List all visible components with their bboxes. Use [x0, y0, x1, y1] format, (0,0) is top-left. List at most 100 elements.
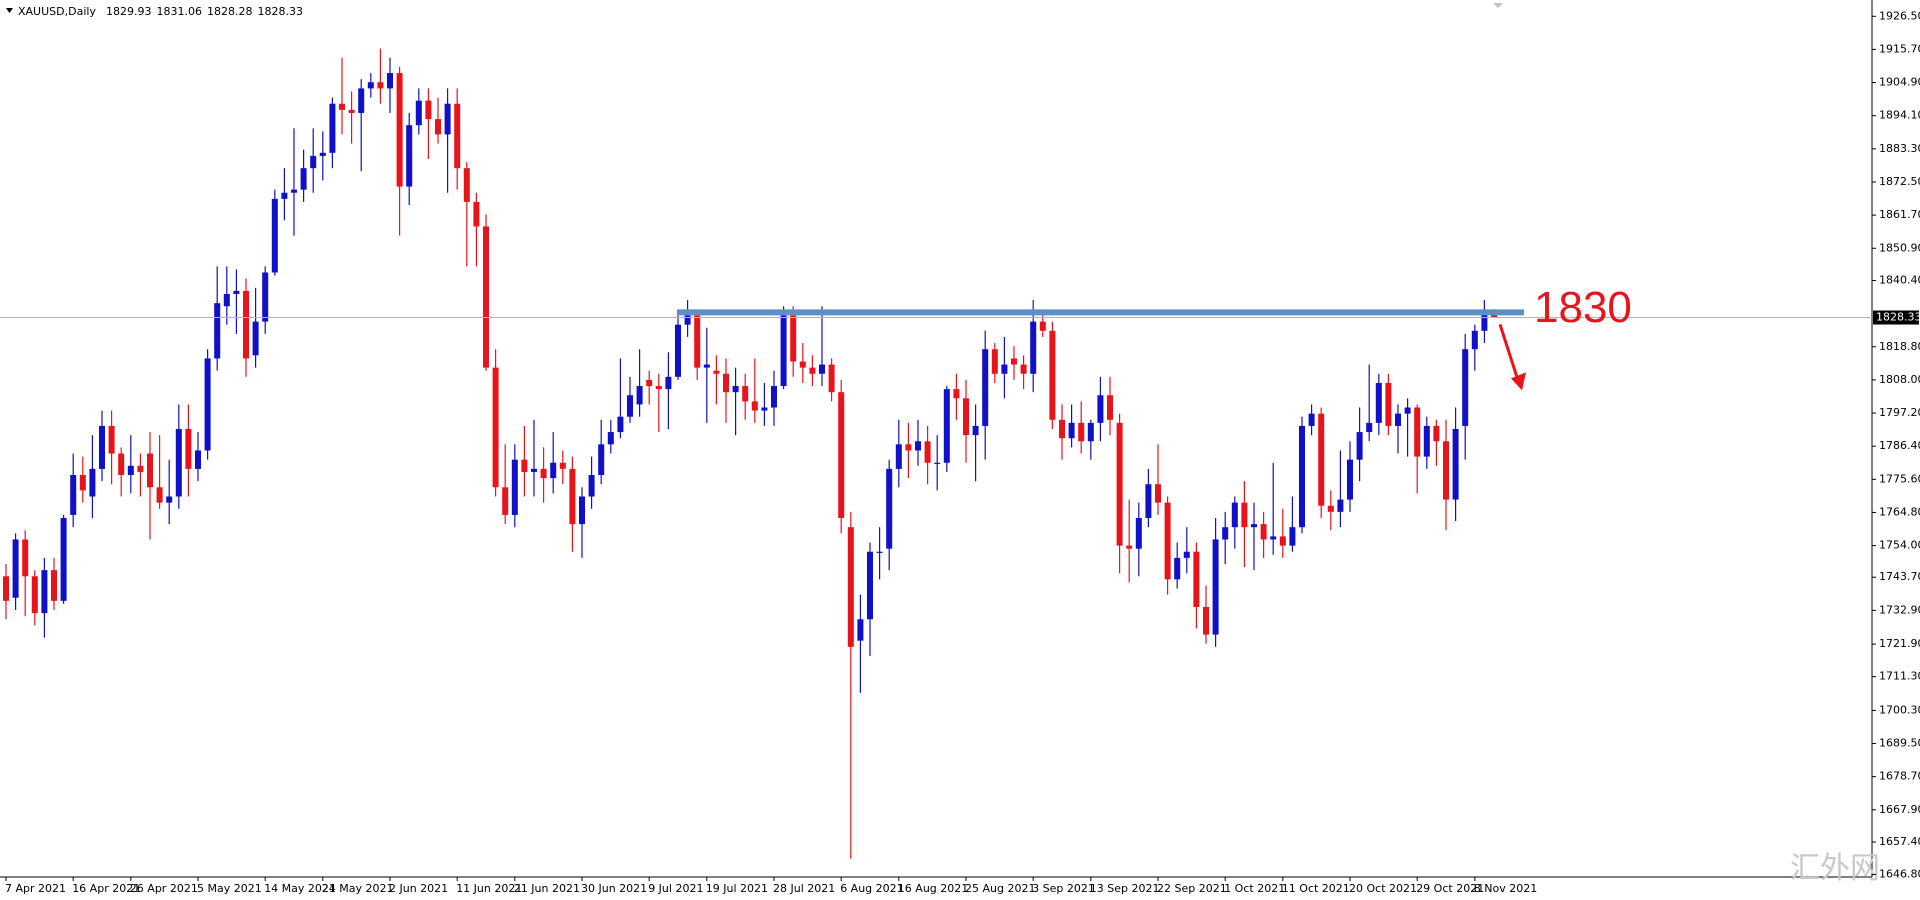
candle-body — [435, 119, 441, 135]
candle-body — [1452, 428, 1459, 500]
candle-body — [1212, 539, 1219, 635]
candle-body — [319, 152, 326, 156]
candle-body — [166, 496, 173, 503]
candle-body — [89, 468, 96, 497]
candle-body — [636, 386, 643, 405]
candle-body — [1203, 606, 1209, 635]
x-tick-label: 26 Apr 2021 — [130, 882, 198, 895]
candle-body — [1318, 413, 1325, 506]
x-tick-label: 1 Oct 2021 — [1224, 882, 1285, 895]
candle-body — [1001, 364, 1008, 374]
candle-body — [1433, 425, 1440, 442]
last-price-box — [1873, 310, 1919, 325]
symbol-title: XAUUSD,Daily — [18, 5, 96, 18]
candle-body — [1222, 527, 1229, 540]
candle-body — [963, 398, 969, 436]
candle-body — [329, 103, 336, 153]
candle-body — [175, 428, 182, 497]
candle-body — [771, 386, 777, 408]
candle-body — [588, 475, 595, 497]
candle-body — [454, 103, 461, 169]
candle-body — [1279, 536, 1286, 546]
candle-body — [915, 441, 921, 451]
x-tick-label: 30 Jun 2021 — [581, 882, 647, 895]
candle-body — [492, 367, 499, 488]
y-tick-label: 1711.30 — [1879, 670, 1920, 683]
candle-body — [579, 496, 585, 525]
candle-body — [838, 392, 845, 518]
candle-body — [1289, 527, 1296, 546]
candle-body — [905, 444, 912, 451]
candle-body — [1299, 425, 1305, 528]
candle-body — [1116, 422, 1123, 546]
candle-body — [339, 103, 345, 110]
candle-body — [559, 462, 566, 469]
candle-body — [991, 349, 998, 374]
x-tick-label: 16 Aug 2021 — [898, 882, 968, 895]
candle-body — [204, 358, 211, 451]
candle-body — [415, 100, 422, 126]
candle-body — [1366, 422, 1373, 433]
candle-body — [195, 450, 201, 469]
candle-body — [694, 315, 701, 368]
candle-body — [463, 168, 470, 202]
candle-body — [1471, 330, 1478, 350]
x-tick-label: 3 Sep 2021 — [1032, 882, 1095, 895]
candle-body — [780, 315, 787, 387]
candle-body — [243, 290, 249, 359]
candle-body — [867, 551, 873, 620]
candle-body — [387, 73, 393, 89]
y-tick-label: 1700.30 — [1879, 703, 1920, 716]
candle-body — [1097, 395, 1104, 423]
candle-body — [51, 570, 57, 601]
candle-body — [348, 109, 355, 113]
x-tick-label: 21 Jun 2021 — [514, 882, 580, 895]
candle-body — [655, 386, 662, 390]
watermark: 汇外网 — [1790, 851, 1880, 886]
candle-body — [233, 290, 240, 294]
candle-body — [444, 103, 451, 135]
candle-body — [252, 321, 259, 356]
candle-body — [502, 487, 509, 515]
y-tick-label: 1786.40 — [1879, 439, 1920, 452]
y-tick-label: 1743.70 — [1879, 570, 1920, 583]
candle-body — [262, 272, 269, 322]
candle-body — [742, 386, 749, 402]
candle-body — [22, 539, 29, 577]
candle-body — [703, 364, 710, 368]
candle-body — [1385, 382, 1392, 426]
candle-body — [982, 349, 989, 426]
candle-body — [406, 125, 413, 187]
x-tick-label: 28 Jul 2021 — [773, 882, 835, 895]
candle-body — [809, 367, 816, 374]
candle-body — [847, 527, 854, 647]
candle-body — [31, 576, 38, 614]
candle-body — [1251, 524, 1257, 528]
candle-body — [531, 468, 537, 472]
y-tick-label: 1915.70 — [1879, 42, 1920, 55]
x-tick-label: 16 Apr 2021 — [72, 882, 140, 895]
candle-body — [473, 201, 480, 227]
header-arrow — [6, 8, 13, 13]
candle-body — [569, 468, 576, 525]
header-close: 1828.33 — [257, 5, 303, 18]
candle-body — [1183, 551, 1190, 558]
candle-body — [819, 364, 825, 374]
candle-body — [1155, 484, 1161, 503]
candle-body — [1308, 413, 1315, 426]
candle-body — [895, 444, 902, 469]
candle-body — [1404, 407, 1411, 414]
y-tick-label: 1840.40 — [1879, 273, 1920, 286]
y-tick-label: 1861.70 — [1879, 208, 1920, 221]
candle-body — [1164, 502, 1171, 580]
candle-body — [1020, 364, 1027, 374]
y-tick-label: 1689.50 — [1879, 737, 1920, 750]
candle-body — [732, 386, 739, 393]
candle-body — [723, 373, 729, 393]
y-tick-label: 1721.90 — [1879, 637, 1920, 650]
candle-body — [12, 539, 19, 598]
candle-body — [118, 453, 125, 476]
x-tick-label: 8 Nov 2021 — [1474, 882, 1537, 895]
